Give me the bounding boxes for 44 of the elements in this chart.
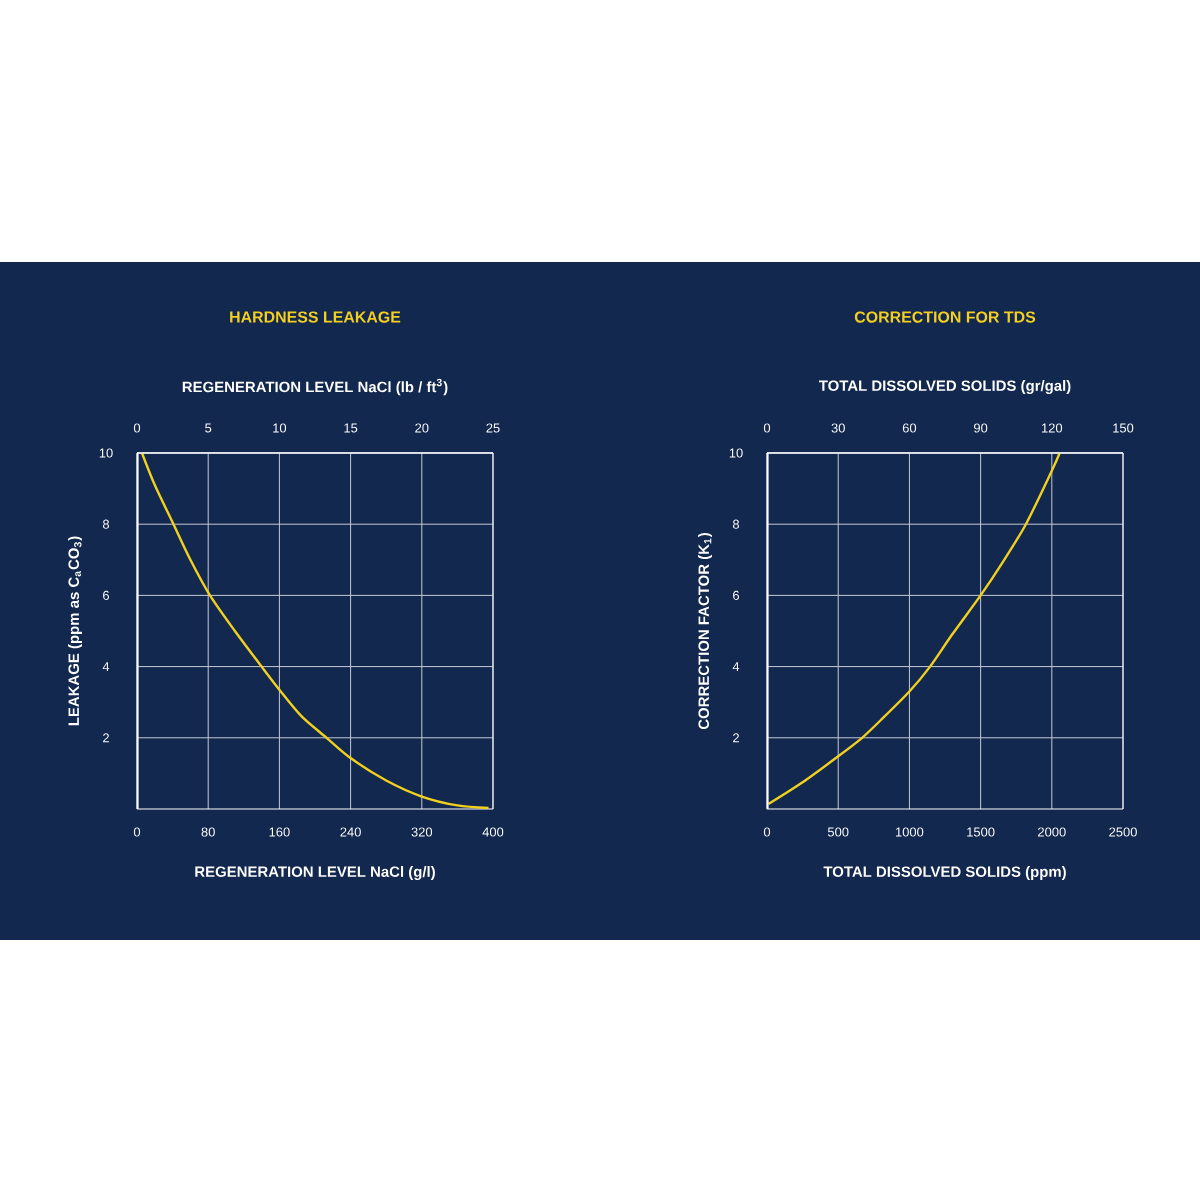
y-tick-label: 8 (732, 519, 740, 529)
x-tick-label: 320 (411, 827, 433, 837)
y-tick-label: 2 (103, 733, 109, 743)
x-tick-label: 400 (482, 827, 504, 837)
line-series (767, 452, 1061, 806)
x2-tick-label: 120 (1042, 423, 1063, 433)
x2-tick-label: 30 (831, 423, 845, 433)
y-tick-label: 4 (732, 662, 740, 672)
chart-title: HARDNESS LEAKAGE (230, 311, 401, 323)
x2-tick-label: 20 (415, 423, 429, 433)
x2-tick-label: 25 (486, 423, 500, 433)
x-axis-title: TOTAL DISSOLVED SOLIDS (ppm) (823, 866, 1066, 880)
x2-tick-label: 150 (1113, 423, 1134, 433)
x-tick-label: 0 (763, 827, 771, 837)
line-series (140, 452, 490, 809)
x-tick-label: 80 (201, 827, 215, 837)
y-tick-label: 4 (102, 662, 110, 672)
x2-axis-title: REGENERATION LEVEL NaCl (lb / ft$^{3}$) (182, 378, 448, 396)
x2-tick-label: 90 (974, 423, 988, 433)
y-tick-label: 10 (729, 448, 743, 458)
y-tick-label: 6 (103, 590, 110, 600)
x2-tick-label: 60 (902, 423, 917, 433)
y-tick-label: 6 (733, 590, 740, 600)
x2-tick-label: 15 (344, 423, 358, 433)
x2-tick-label: 0 (133, 423, 141, 433)
y-axis-title: LEAKAGE (ppm as C$_{a}$CO$_{3}$) (68, 536, 82, 726)
x2-tick-label: 10 (273, 423, 287, 433)
y-tick-label: 10 (99, 448, 113, 458)
chart-title: CORRECTION FOR TDS (854, 311, 1036, 323)
x-tick-label: 2500 (1109, 827, 1137, 837)
x-tick-label: 0 (133, 827, 141, 837)
x2-axis-title: TOTAL DISSOLVED SOLIDS (gr/gal) (818, 380, 1071, 394)
x2-tick-label: 0 (763, 423, 771, 433)
x-axis-title: REGENERATION LEVEL NaCl (g/l) (195, 866, 435, 880)
x-tick-label: 2000 (1038, 827, 1066, 837)
x-tick-label: 500 (827, 827, 849, 837)
y-axis-title: CORRECTION FACTOR (K$_{1}$) (698, 533, 712, 730)
x2-tick-label: 5 (205, 423, 212, 433)
x-tick-label: 1500 (967, 827, 995, 837)
x-tick-label: 1000 (896, 827, 924, 837)
x-tick-label: 240 (340, 827, 361, 837)
y-tick-label: 8 (102, 519, 110, 529)
x-tick-label: 160 (269, 827, 290, 837)
y-tick-label: 2 (733, 733, 739, 743)
